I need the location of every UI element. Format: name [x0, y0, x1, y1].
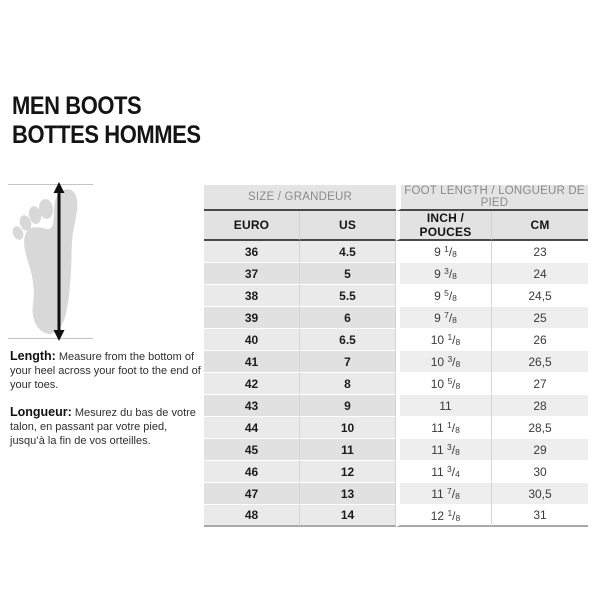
inch-cell: 11 7/8: [396, 483, 492, 505]
cm-cell: 29: [492, 439, 588, 461]
euro-cell: 48: [204, 505, 300, 527]
longueur-label: Longueur:: [10, 405, 72, 419]
size-table-body: 36 4.5 9 1/8 23 37 5 9 3/8 24 38 5.5 9 5/8 24,5 39 6 9…: [204, 241, 588, 527]
cm-cell: 31: [492, 505, 588, 527]
inch-cell: 9 1/8: [396, 241, 492, 263]
table-row: 41 7 10 3/8 26,5: [204, 351, 588, 373]
group-header-foot-length: FOOT LENGTH / LONGUEUR DE PIED: [396, 185, 588, 211]
foot-icon: [8, 182, 93, 341]
cm-cell: 26,5: [492, 351, 588, 373]
us-cell: 6.5: [300, 329, 396, 351]
inch-cell: 9 3/8: [396, 263, 492, 285]
inch-cell: 10 3/8: [396, 351, 492, 373]
us-cell: 7: [300, 351, 396, 373]
euro-cell: 36: [204, 241, 300, 263]
inch-cell: 9 5/8: [396, 285, 492, 307]
longueur-text: Mesurez du bas de votre talon, en passan…: [10, 407, 196, 447]
us-cell: 14: [300, 505, 396, 527]
cm-cell: 24,5: [492, 285, 588, 307]
us-cell: 13: [300, 483, 396, 505]
column-header-inch: INCH / POUCES: [396, 211, 492, 241]
page-title-fr: BOTTES HOMMES: [12, 121, 201, 149]
inch-cell: 11: [396, 395, 492, 417]
table-row: 36 4.5 9 1/8 23: [204, 241, 588, 263]
length-instruction: Length: Measure from the bottom of your …: [10, 349, 202, 392]
page-title-en: MEN BOOTS: [12, 92, 142, 120]
size-table: SIZE / GRANDEUR FOOT LENGTH / LONGUEUR D…: [204, 185, 588, 527]
euro-cell: 37: [204, 263, 300, 285]
euro-cell: 38: [204, 285, 300, 307]
table-row: 45 11 11 3/8 29: [204, 439, 588, 461]
group-header-size: SIZE / GRANDEUR: [204, 185, 396, 211]
length-label: Length:: [10, 349, 56, 363]
us-cell: 11: [300, 439, 396, 461]
page-title: MEN BOOTS BOTTES HOMMES: [12, 92, 201, 150]
us-cell: 8: [300, 373, 396, 395]
cm-cell: 25: [492, 307, 588, 329]
cm-cell: 28: [492, 395, 588, 417]
euro-cell: 46: [204, 461, 300, 483]
us-cell: 10: [300, 417, 396, 439]
foot-measurement-diagram: [8, 181, 100, 346]
inch-cell: 10 5/8: [396, 373, 492, 395]
cm-cell: 26: [492, 329, 588, 351]
euro-cell: 45: [204, 439, 300, 461]
us-cell: 5: [300, 263, 396, 285]
table-row: 37 5 9 3/8 24: [204, 263, 588, 285]
inch-cell: 12 1/8: [396, 505, 492, 527]
table-row: 42 8 10 5/8 27: [204, 373, 588, 395]
longueur-instruction: Longueur: Mesurez du bas de votre talon,…: [10, 405, 202, 448]
table-row: 43 9 11 28: [204, 395, 588, 417]
cm-cell: 24: [492, 263, 588, 285]
us-cell: 6: [300, 307, 396, 329]
column-header-row: EURO US INCH / POUCES CM: [204, 211, 588, 241]
measurement-instructions: Length: Measure from the bottom of your …: [10, 349, 202, 448]
cm-cell: 23: [492, 241, 588, 263]
us-cell: 5.5: [300, 285, 396, 307]
table-row: 40 6.5 10 1/8 26: [204, 329, 588, 351]
length-arrow-icon: [53, 182, 65, 341]
inch-cell: 10 1/8: [396, 329, 492, 351]
foot-silhouette: [12, 189, 78, 334]
table-row: 38 5.5 9 5/8 24,5: [204, 285, 588, 307]
column-header-cm: CM: [492, 211, 588, 241]
euro-cell: 47: [204, 483, 300, 505]
inch-cell: 11 3/4: [396, 461, 492, 483]
column-header-us: US: [300, 211, 396, 241]
table-row: 47 13 11 7/8 30,5: [204, 483, 588, 505]
cm-cell: 27: [492, 373, 588, 395]
euro-cell: 44: [204, 417, 300, 439]
euro-cell: 42: [204, 373, 300, 395]
length-text: Measure from the bottom of your heel acr…: [10, 351, 201, 391]
inch-cell: 11 3/8: [396, 439, 492, 461]
euro-cell: 40: [204, 329, 300, 351]
us-cell: 4.5: [300, 241, 396, 263]
us-cell: 9: [300, 395, 396, 417]
group-header-row: SIZE / GRANDEUR FOOT LENGTH / LONGUEUR D…: [204, 185, 588, 211]
cm-cell: 30: [492, 461, 588, 483]
us-cell: 12: [300, 461, 396, 483]
euro-cell: 41: [204, 351, 300, 373]
inch-cell: 9 7/8: [396, 307, 492, 329]
euro-cell: 39: [204, 307, 300, 329]
table-row: 48 14 12 1/8 31: [204, 505, 588, 527]
cm-cell: 30,5: [492, 483, 588, 505]
cm-cell: 28,5: [492, 417, 588, 439]
table-row: 39 6 9 7/8 25: [204, 307, 588, 329]
table-row: 46 12 11 3/4 30: [204, 461, 588, 483]
euro-cell: 43: [204, 395, 300, 417]
inch-cell: 11 1/8: [396, 417, 492, 439]
table-row: 44 10 11 1/8 28,5: [204, 417, 588, 439]
column-header-euro: EURO: [204, 211, 300, 241]
